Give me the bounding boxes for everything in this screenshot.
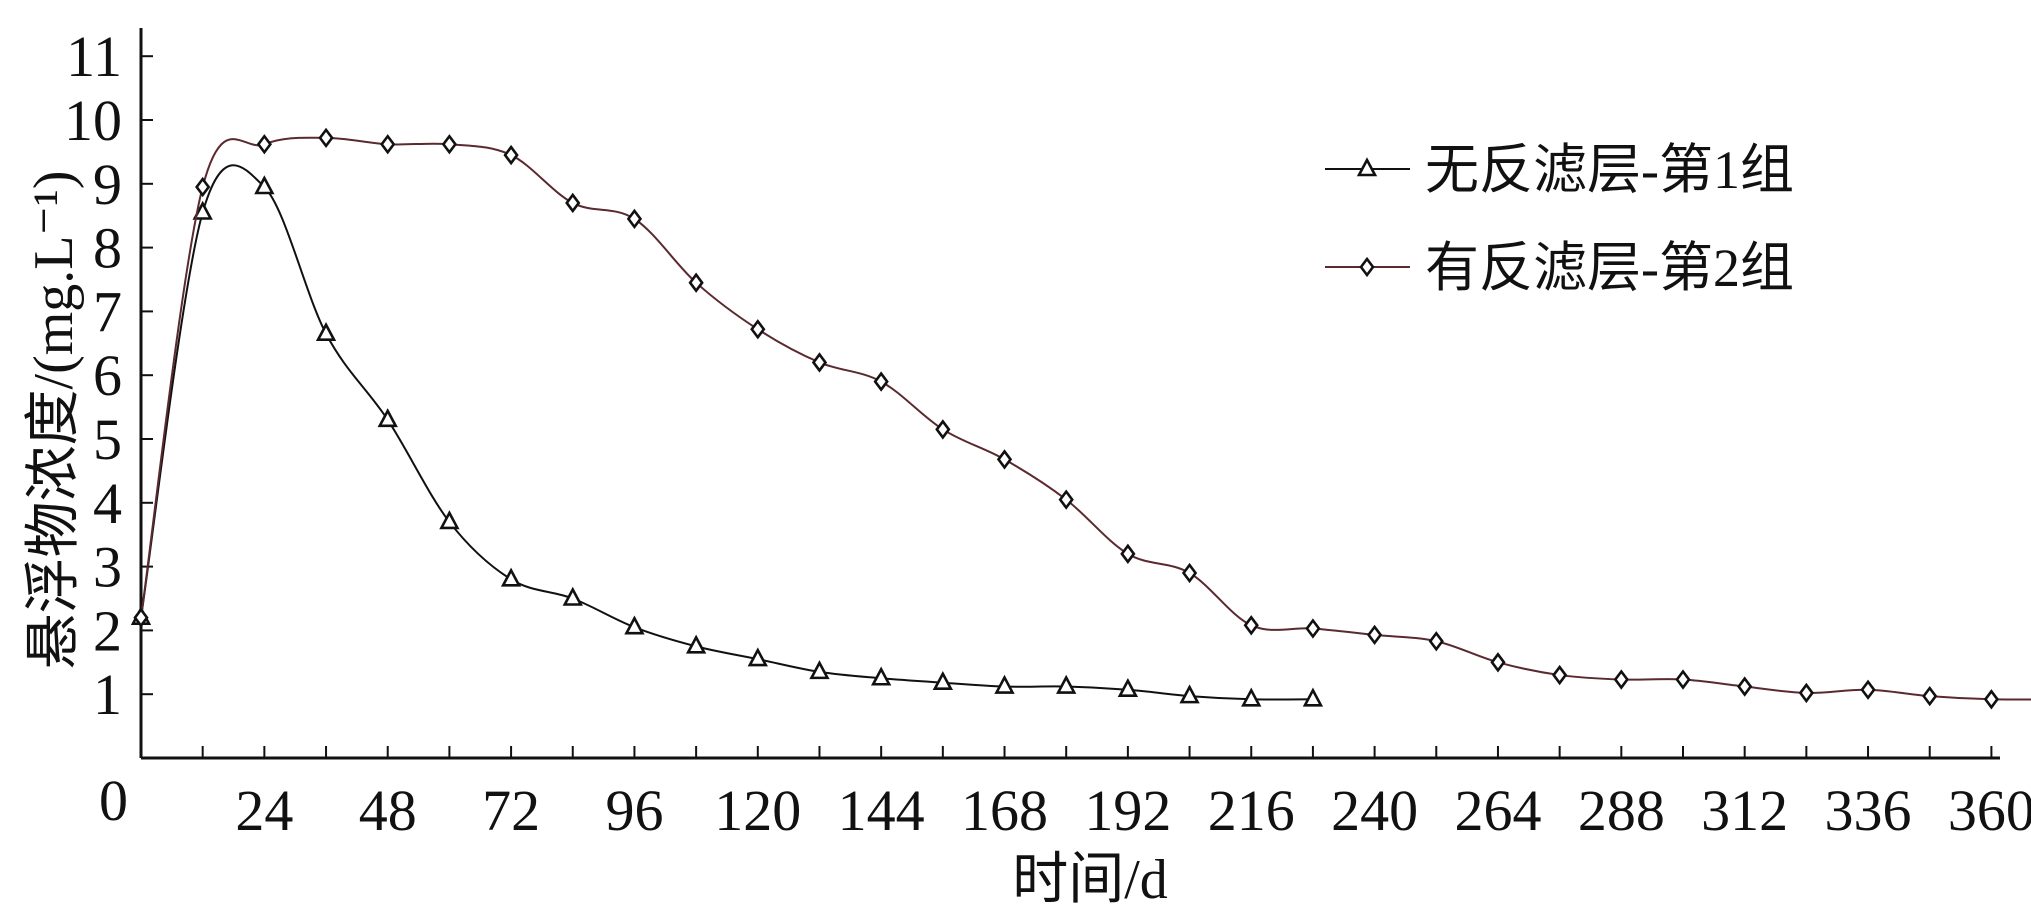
- data-point: [1798, 682, 1814, 704]
- x-tick-label: 336: [1825, 778, 1912, 843]
- y-tick-label: 5: [93, 407, 122, 472]
- y-axis-title: 悬浮物浓度/(mg.L⁻¹): [23, 171, 85, 670]
- data-point: [1117, 677, 1139, 698]
- x-tick-label: 240: [1331, 778, 1418, 843]
- data-point: [1613, 669, 1629, 690]
- legend-label: 无反滤层-第1组: [1425, 140, 1794, 200]
- y-tick-label: 0: [99, 768, 128, 833]
- data-point: [1737, 676, 1753, 697]
- data-point: [1056, 674, 1077, 694]
- series-group: [130, 127, 2031, 710]
- series-line: [140, 136, 2031, 701]
- x-tick-label: 264: [1454, 778, 1541, 843]
- data-point: [441, 134, 458, 155]
- data-point: [626, 208, 643, 230]
- data-point: [1922, 685, 1938, 707]
- data-point: [1860, 679, 1876, 700]
- legend-marker: [1356, 157, 1378, 177]
- x-tick-label: 216: [1208, 778, 1295, 843]
- series-line: [140, 164, 1313, 701]
- y-tick-label: 1: [93, 662, 122, 727]
- y-tick-label: 11: [66, 24, 122, 89]
- y-tick-label: 4: [93, 471, 122, 536]
- data-point: [935, 419, 951, 440]
- data-point: [1428, 631, 1444, 652]
- data-point: [994, 674, 1015, 694]
- x-tick-label: 72: [482, 778, 540, 843]
- data-point: [315, 321, 337, 342]
- data-point: [1058, 489, 1074, 510]
- x-tick-label: 192: [1084, 778, 1171, 843]
- data-point: [1120, 543, 1136, 565]
- data-point: [1241, 687, 1262, 707]
- data-point: [870, 666, 892, 686]
- y-tick-label: 3: [93, 535, 122, 600]
- data-point: [1983, 689, 2000, 710]
- data-point: [688, 272, 704, 293]
- legend-marker: [1359, 256, 1375, 278]
- y-tick-label: 10: [64, 88, 122, 153]
- data-point: [624, 615, 645, 635]
- data-point: [1302, 687, 1324, 707]
- series-1: [130, 164, 1324, 707]
- data-point: [1366, 624, 1383, 646]
- series-2: [133, 127, 2031, 710]
- data-point: [380, 134, 396, 155]
- y-tick-label: 9: [93, 152, 122, 217]
- data-point: [1179, 684, 1200, 704]
- data-point: [809, 660, 830, 680]
- data-point: [254, 175, 275, 195]
- x-tick-label: 144: [838, 778, 925, 843]
- data-point: [133, 607, 149, 628]
- data-point: [565, 192, 581, 214]
- y-tick-label: 2: [93, 598, 122, 663]
- data-point: [685, 634, 707, 654]
- y-tick-label: 6: [93, 343, 122, 408]
- data-point: [1243, 615, 1259, 636]
- x-tick-label: 360: [1948, 778, 2031, 843]
- data-point: [750, 319, 766, 340]
- data-point: [1181, 562, 1198, 584]
- data-point: [1305, 618, 1321, 639]
- data-point: [562, 586, 583, 606]
- x-tick-label: 24: [235, 778, 293, 843]
- data-point: [318, 127, 334, 149]
- data-point: [192, 200, 213, 220]
- x-tick-label: 168: [961, 778, 1048, 843]
- x-axis-title: 时间/d: [1012, 849, 1168, 911]
- x-tick-label: 120: [714, 778, 801, 843]
- data-point: [1552, 664, 1568, 686]
- x-tick-label: 288: [1578, 778, 1665, 843]
- axes: 24 48 72 96 120 144 168 192 216 240 264 288 312 336 36…: [64, 24, 2031, 843]
- data-point: [1675, 669, 1691, 690]
- data-point: [811, 352, 828, 373]
- x-tick-label: 96: [605, 778, 663, 843]
- data-point: [195, 176, 211, 198]
- data-point: [377, 408, 398, 428]
- data-point: [439, 510, 460, 530]
- data-point: [1490, 652, 1506, 673]
- data-point: [747, 647, 768, 667]
- y-tick-label: 8: [93, 216, 122, 281]
- x-tick-label: 312: [1701, 778, 1788, 843]
- y-tick-label: 7: [93, 279, 122, 344]
- data-point: [932, 670, 954, 691]
- data-point: [996, 449, 1013, 470]
- legend-label: 有反滤层-第2组: [1425, 238, 1794, 298]
- data-point: [256, 134, 272, 155]
- x-tick-label: 48: [359, 778, 417, 843]
- data-point: [503, 144, 519, 166]
- data-point: [500, 567, 522, 587]
- data-point: [873, 371, 889, 392]
